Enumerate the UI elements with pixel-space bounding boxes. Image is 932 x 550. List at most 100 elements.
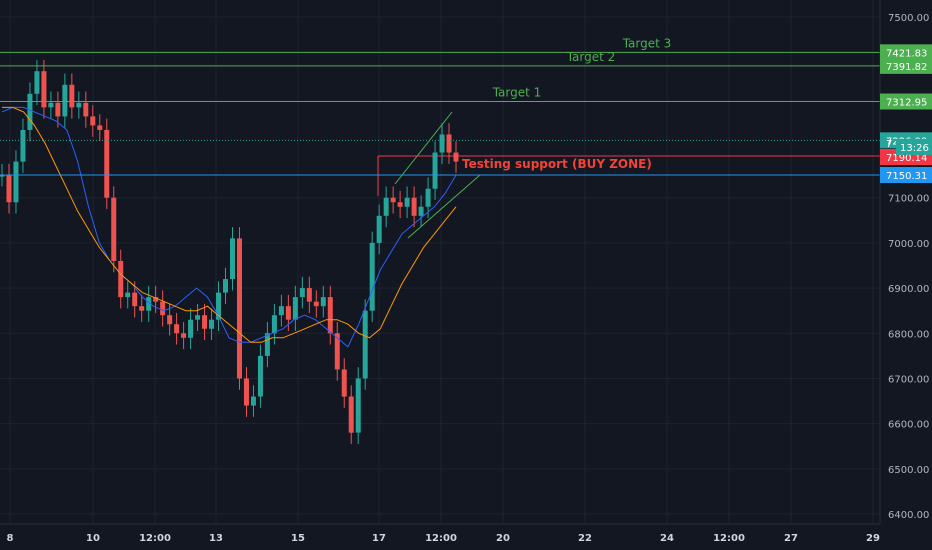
- candle-body: [216, 292, 222, 320]
- y-tick-label: 6700.00: [888, 374, 929, 385]
- candle-body: [250, 396, 256, 406]
- candle-body: [132, 292, 138, 307]
- candle-body: [188, 319, 194, 338]
- candle-body: [355, 378, 361, 433]
- candle-body: [174, 324, 180, 334]
- y-tick-label: 7100.00: [888, 194, 929, 205]
- candle-body: [292, 297, 298, 320]
- candle-body: [383, 197, 389, 216]
- candle-body: [376, 215, 382, 243]
- target-price-label-bg: [880, 44, 932, 61]
- candle-body: [104, 129, 110, 198]
- grid: [0, 0, 880, 524]
- candle-body: [0, 175, 5, 177]
- candle-body: [125, 292, 131, 298]
- candle-body: [202, 315, 208, 329]
- y-tick-label: 6800.00: [888, 329, 929, 340]
- moving-averages: [1, 106, 457, 348]
- candle-body: [236, 238, 242, 379]
- candle-body: [411, 197, 417, 216]
- candle-body: [334, 333, 340, 370]
- countdown-label: 13:26: [900, 143, 929, 154]
- candle-body: [418, 206, 424, 216]
- x-tick-label: 13: [209, 533, 223, 544]
- candle-body: [446, 134, 452, 153]
- x-tick-label: 12:00: [139, 533, 171, 544]
- candle-body: [41, 71, 47, 108]
- buy-zone-annotation: Testing support (BUY ZONE): [462, 157, 652, 171]
- candle-body: [83, 102, 89, 117]
- candle-body: [62, 84, 68, 117]
- candle-body: [390, 197, 396, 203]
- target-label: Target 3: [622, 36, 672, 50]
- y-tick-label: 6600.00: [888, 420, 929, 431]
- candle-body: [76, 102, 82, 108]
- candle-body: [362, 310, 368, 379]
- candle-body: [432, 152, 438, 189]
- candle-body: [118, 260, 124, 298]
- candle-body: [34, 71, 40, 94]
- y-tick-label: 6400.00: [888, 510, 929, 521]
- candle-body: [20, 129, 26, 162]
- candle-body: [27, 93, 33, 130]
- candle-body: [439, 134, 445, 153]
- x-tick-label: 15: [291, 533, 305, 544]
- candle-body: [341, 369, 347, 397]
- candle-body: [90, 116, 96, 126]
- target-price-label-bg: [880, 93, 932, 110]
- candle-body: [229, 238, 235, 280]
- target-labels: Target 3 Target 2 Target 1: [492, 36, 672, 99]
- candle-body: [397, 202, 403, 207]
- level-price-label: 7150.31: [886, 171, 927, 182]
- candle-body: [327, 297, 333, 334]
- candle-body: [97, 125, 103, 130]
- candle-body: [181, 333, 187, 338]
- candle-body: [55, 102, 61, 117]
- y-tick-label: 7000.00: [888, 239, 929, 250]
- candle-body: [453, 152, 459, 162]
- target-price-label-bg: [880, 57, 932, 74]
- y-tick-label: 7500.00: [888, 13, 929, 24]
- candle-body: [111, 197, 117, 261]
- x-tick-label: 27: [784, 533, 798, 544]
- x-tick-label: 10: [86, 533, 100, 544]
- level-price-label-bg: [880, 166, 932, 183]
- candle-body: [306, 288, 312, 302]
- candles: [0, 59, 459, 444]
- x-tick-label: 24: [660, 533, 674, 544]
- candle-body: [271, 315, 277, 334]
- x-tick-label: 22: [578, 533, 592, 544]
- candle-body: [257, 355, 263, 397]
- candle-body: [425, 188, 431, 207]
- candle-body: [48, 102, 54, 108]
- candle-body: [369, 242, 375, 311]
- x-tick-label: 17: [372, 533, 386, 544]
- candle-body: [139, 306, 145, 311]
- candle-body: [264, 333, 270, 356]
- slow-ma-line: [2, 106, 457, 343]
- target-price-label: 7421.83: [886, 48, 927, 59]
- candle-body: [243, 378, 249, 406]
- candle-body: [223, 279, 229, 293]
- candle-body: [160, 301, 166, 316]
- candle-body: [13, 161, 19, 203]
- price-labels: 7421.837391.827312.957226.997190.147150.…: [880, 44, 932, 183]
- y-tick-label: 6500.00: [888, 465, 929, 476]
- candle-body: [285, 306, 291, 320]
- y-tick-labels: 7500.00 7100.00 7000.00 6900.00 6800.00 6700.…: [888, 13, 929, 521]
- x-tick-label: 12:00: [425, 533, 457, 544]
- x-tick-label: 12:00: [713, 533, 745, 544]
- y-tick-label: 6900.00: [888, 284, 929, 295]
- target-price-label: 7391.82: [886, 62, 927, 73]
- candle-body: [167, 315, 173, 325]
- candle-body: [6, 175, 12, 203]
- candle-body: [209, 319, 215, 329]
- candle-body: [313, 301, 319, 307]
- target-label: Target 1: [492, 86, 542, 100]
- target-price-label: 7312.95: [886, 98, 927, 109]
- level-price-label: 7190.14: [886, 153, 927, 164]
- candle-body: [146, 297, 152, 311]
- fast-ma-line: [1, 106, 457, 348]
- countdown-bg: [896, 138, 932, 155]
